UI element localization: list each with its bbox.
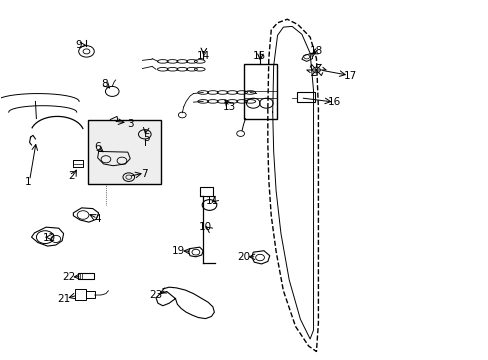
Text: 12: 12: [42, 233, 56, 243]
Text: 6: 6: [94, 142, 101, 152]
Text: 18: 18: [309, 46, 323, 56]
Text: 4: 4: [94, 214, 101, 224]
Text: 3: 3: [127, 118, 133, 129]
Text: 11: 11: [206, 196, 219, 206]
Text: 8: 8: [101, 79, 107, 89]
Bar: [88, 120, 161, 184]
Bar: [78, 273, 94, 279]
Bar: [75, 289, 86, 300]
Text: 20: 20: [237, 252, 249, 262]
Bar: [243, 64, 276, 118]
Text: 14: 14: [196, 51, 209, 61]
Text: 21: 21: [57, 294, 70, 303]
Bar: [296, 92, 315, 102]
Text: 2: 2: [68, 171, 75, 181]
Text: 13: 13: [222, 102, 235, 112]
Text: 9: 9: [76, 40, 82, 50]
Text: 17: 17: [343, 71, 356, 81]
Text: 15: 15: [252, 51, 265, 61]
Text: 1: 1: [25, 177, 31, 187]
Text: 10: 10: [199, 222, 212, 232]
Text: 19: 19: [172, 246, 185, 256]
Text: 7: 7: [141, 168, 148, 179]
Text: 22: 22: [62, 272, 75, 282]
Text: 23: 23: [149, 290, 163, 300]
Bar: [86, 291, 95, 298]
Text: 5: 5: [142, 133, 149, 143]
Text: 16: 16: [327, 97, 340, 107]
Bar: [200, 187, 213, 196]
